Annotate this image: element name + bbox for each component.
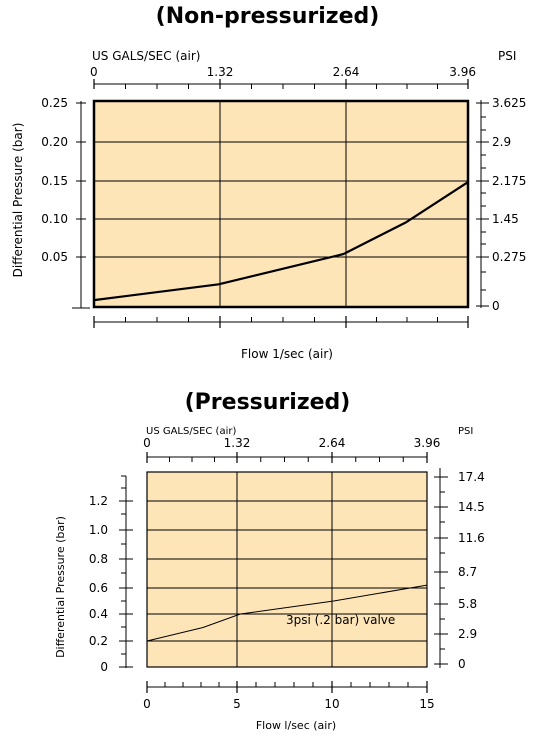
chart2-y-tick-label: 1.0 [89, 523, 108, 537]
chart2-x-tick-label: 15 [419, 697, 434, 711]
chart2-y-tick-label: 0 [100, 660, 108, 674]
chart2-top-tick-label: 1.32 [224, 436, 251, 450]
chart2-y-tick-label: 0.2 [89, 634, 108, 648]
chart1-right-axis-label: PSI [498, 49, 516, 63]
chart1-svg: US GALS/SEC (air) PSI 0 1.32 2.64 3.96 0.25… [11, 49, 526, 361]
chart1-right-tick-label: 2.175 [492, 174, 526, 188]
chart2-top-tick-label: 2.64 [319, 436, 346, 450]
chart1-top-tick-label: 2.64 [333, 65, 360, 79]
chart2-right-tick-label: 17.4 [458, 470, 485, 484]
chart1-top-tick-label: 3.96 [449, 65, 476, 79]
chart1-y-tick-label: 0.20 [41, 135, 68, 149]
chart2-x-tick-label: 10 [324, 697, 339, 711]
chart2-plot-area [147, 472, 427, 667]
chart2-x-tick-label: 5 [233, 697, 241, 711]
chart1-y-tick-label: 0.15 [41, 174, 68, 188]
chart1-right-tick-label: 0.275 [492, 250, 526, 264]
chart1-title: (Non-pressurized) [155, 4, 380, 29]
chart1-right-tick-label: 0 [492, 299, 500, 313]
chart2-right-tick-label: 0 [458, 657, 466, 671]
chart1-y-tick-label: 0.10 [41, 212, 68, 226]
chart2-top-tick-label: 0 [143, 436, 151, 450]
chart2-right-tick-label: 8.7 [458, 565, 477, 579]
chart1-xlabel: Flow 1/sec (air) [241, 347, 333, 361]
chart2-y-tick-label: 0.8 [89, 552, 108, 566]
chart2-ylabel: Differential Pressure (bar) [54, 516, 67, 658]
chart1-ylabel: Differential Pressure (bar) [11, 123, 25, 278]
chart2-right-tick-label: 14.5 [458, 500, 485, 514]
chart1-right-tick-label: 1.45 [492, 212, 519, 226]
chart1-y-tick-label: 0.25 [41, 96, 68, 110]
chart2-right-tick-label: 11.6 [458, 531, 485, 545]
chart2-y-tick-label: 1.2 [89, 494, 108, 508]
chart1-plot-area [94, 101, 468, 307]
chart1-series-line [93, 181, 469, 302]
chart2-title: (Pressurized) [184, 390, 351, 415]
chart2-top-axis-label: US GALS/SEC (air) [146, 426, 236, 437]
chart1-right-tick-label: 3.625 [492, 96, 526, 110]
chart2-right-tick-label: 2.9 [458, 627, 477, 641]
chart2-xlabel: Flow l/sec (air) [256, 719, 336, 732]
chart2-annotation: 3psi (.2 bar) valve [286, 613, 395, 627]
chart1-top-tick-label: 0 [90, 65, 98, 79]
chart2-y-tick-label: 0.4 [89, 607, 108, 621]
chart2-series-line [146, 584, 428, 642]
chart2-right-tick-label: 5.8 [458, 597, 477, 611]
chart1-top-axis-label: US GALS/SEC (air) [92, 49, 200, 63]
chart1-top-tick-label: 1.32 [207, 65, 234, 79]
chart1-plot-border [92, 99, 470, 309]
chart2-y-tick-label: 0.6 [89, 581, 108, 595]
chart1-right-tick-label: 2.9 [492, 135, 511, 149]
chart2-x-tick-label: 0 [143, 697, 151, 711]
chart2-top-tick-label: 3.96 [414, 436, 441, 450]
chart2-right-axis-label: PSI [458, 426, 473, 437]
chart2-plot-border [146, 471, 428, 668]
chart1-y-tick-label: 0.05 [41, 250, 68, 264]
